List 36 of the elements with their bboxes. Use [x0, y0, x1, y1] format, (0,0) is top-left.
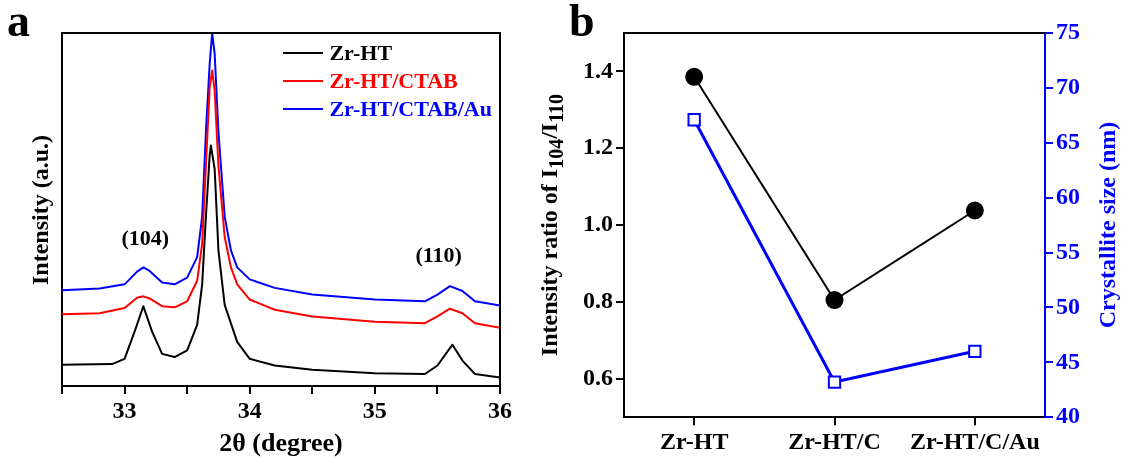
point	[685, 67, 704, 86]
chart-title: a	[7, 0, 30, 47]
point	[968, 344, 982, 358]
y-tick-label: 0.8	[583, 287, 613, 314]
point	[687, 113, 701, 127]
x-tick-label: 34	[237, 396, 262, 423]
legend-label: Zr-HT	[329, 40, 393, 66]
x-axis-title: 2θ (degree)	[219, 428, 343, 458]
y-tick-label: 1.0	[583, 210, 613, 237]
y2-tick-label: 70	[1056, 73, 1080, 100]
y2-tick-label: 40	[1056, 402, 1080, 429]
y-axis-title: Intensity (a.u.)	[26, 134, 54, 285]
legend-label: Zr-HT/CTAB	[329, 68, 458, 94]
y2-tick-label: 55	[1056, 237, 1080, 264]
y-tick-label: 1.4	[583, 56, 613, 83]
y2-axis-title: Crystallite size (nm)	[1093, 121, 1121, 329]
point	[827, 375, 842, 389]
y2-tick-label: 50	[1056, 292, 1080, 319]
y2-tick-label: 75	[1056, 18, 1080, 45]
point	[965, 201, 984, 220]
x-tick-label: 36	[488, 396, 512, 423]
y2-tick-label: 45	[1056, 347, 1080, 374]
annotation: (104)	[121, 224, 170, 251]
x-tick-label: Zr-HT/C	[788, 427, 881, 454]
x-tick-label: Zr-HT/C/Au	[909, 427, 1040, 454]
chart-title: b	[569, 0, 595, 47]
y-tick-label: 1.2	[583, 133, 613, 160]
point	[825, 291, 844, 310]
y2-tick-label: 60	[1056, 182, 1080, 209]
x-tick-label: Zr-HT	[659, 427, 729, 454]
y-tick-label: 0.6	[583, 363, 613, 390]
x-tick-label: 33	[112, 396, 137, 423]
y2-tick-label: 65	[1056, 127, 1080, 154]
legend-label: Zr-HT/CTAB/Au	[329, 96, 492, 122]
x-tick-label: 35	[362, 396, 387, 423]
annotation: (110)	[415, 242, 462, 269]
